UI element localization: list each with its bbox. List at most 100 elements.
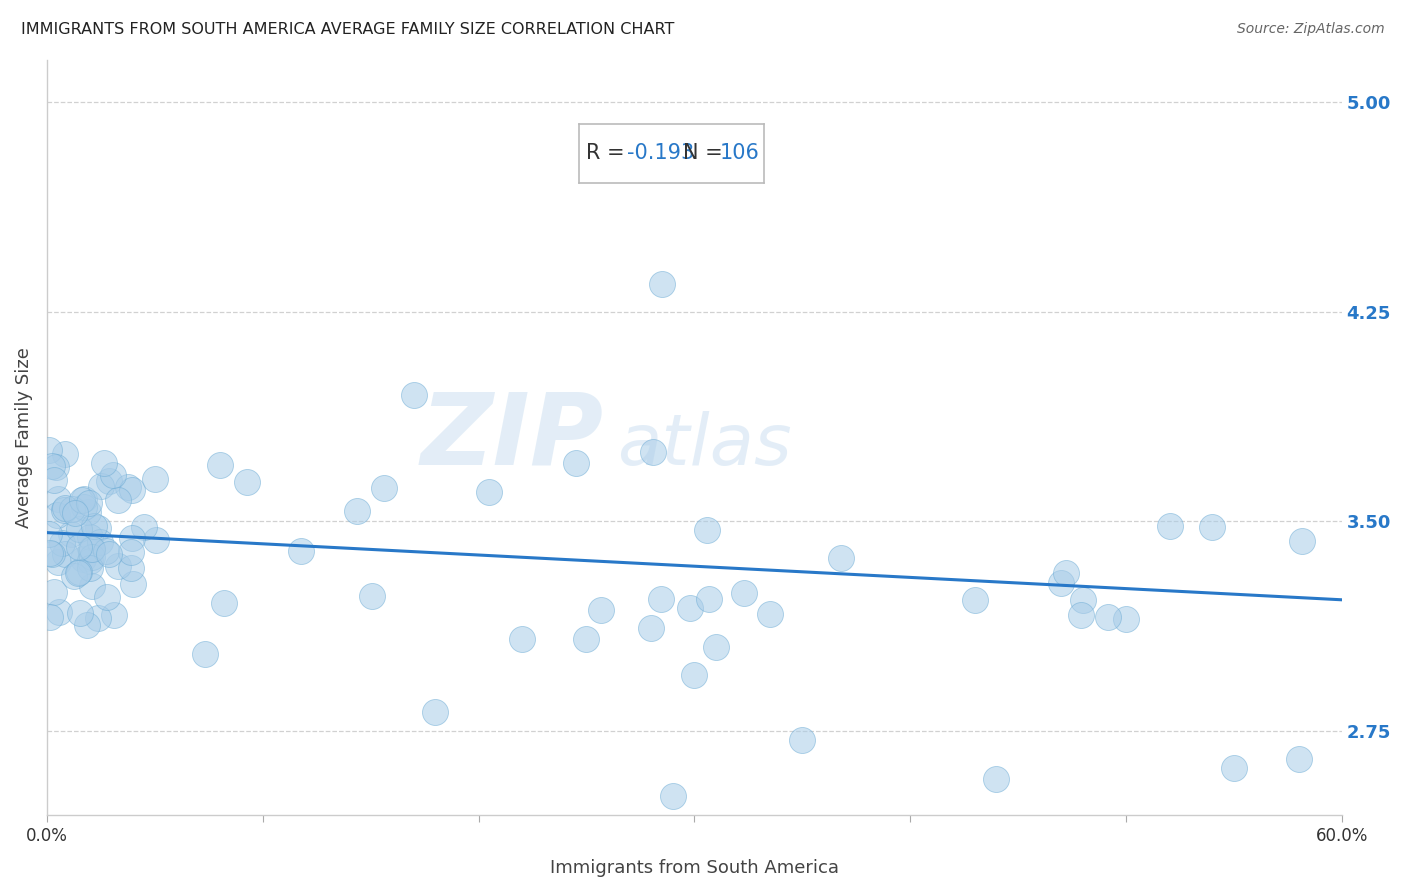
Point (53, 500, 76, 515)
Point (69, 606, 91, 620)
Point (194, 648, 217, 662)
Point (67, 566, 90, 581)
Point (792, 732, 814, 747)
Point (45, 460, 67, 475)
Point (46, 492, 69, 507)
Point (63, 568, 86, 582)
Point (1071, 592, 1094, 607)
Point (60, 501, 83, 516)
Point (145, 533, 167, 547)
Point (650, 591, 672, 606)
Point (38, 443, 60, 458)
Point (679, 601, 702, 615)
Point (70, 493, 93, 508)
Point (60, 527, 83, 541)
Point (425, 705, 447, 719)
Point (39, 545, 62, 559)
Point (97, 547, 120, 561)
Point (1050, 576, 1073, 591)
Point (121, 531, 143, 545)
Point (77, 496, 100, 510)
Point (402, 388, 425, 402)
Point (575, 632, 598, 646)
Point (830, 551, 852, 566)
Text: Source: ZipAtlas.com: Source: ZipAtlas.com (1237, 22, 1385, 37)
Point (72, 551, 94, 566)
Point (1288, 752, 1310, 766)
Point (661, 789, 683, 803)
Point (120, 545, 142, 559)
Point (98, 474, 121, 488)
Point (963, 592, 986, 607)
Point (1201, 520, 1223, 534)
Point (48, 605, 70, 619)
Point (1070, 607, 1092, 622)
Point (346, 504, 368, 518)
Point (696, 523, 718, 537)
Point (83, 518, 105, 533)
Point (117, 480, 139, 494)
Point (67, 540, 90, 554)
Point (89, 535, 111, 549)
Text: IMMIGRANTS FROM SOUTH AMERICA AVERAGE FAMILY SIZE CORRELATION CHART: IMMIGRANTS FROM SOUTH AMERICA AVERAGE FA… (21, 22, 675, 37)
Point (67, 522, 90, 536)
Point (132, 519, 155, 533)
Point (290, 544, 312, 558)
Point (733, 585, 755, 599)
Point (1291, 533, 1313, 548)
Point (641, 445, 664, 459)
Point (121, 483, 143, 498)
Point (121, 560, 143, 574)
Point (107, 559, 129, 574)
Text: -0.193: -0.193 (627, 144, 695, 163)
Point (143, 472, 166, 486)
Point (96, 591, 118, 605)
Point (565, 456, 588, 470)
Point (361, 589, 384, 603)
Y-axis label: Average Family Size: Average Family Size (15, 347, 32, 528)
Point (67, 566, 90, 580)
Point (1159, 518, 1181, 533)
Point (87, 520, 110, 534)
Point (208, 458, 231, 473)
Point (103, 608, 125, 623)
Point (1223, 761, 1246, 775)
Point (699, 591, 721, 606)
Point (53, 447, 76, 461)
Text: 106: 106 (720, 144, 759, 163)
Point (640, 621, 662, 635)
Point (90, 478, 112, 492)
Point (1115, 612, 1137, 626)
Point (651, 277, 673, 291)
Point (1097, 609, 1119, 624)
Point (236, 475, 259, 489)
Point (77, 505, 100, 519)
Point (93, 456, 115, 470)
Point (1054, 566, 1077, 580)
X-axis label: Immigrants from South America: Immigrants from South America (550, 859, 839, 877)
Point (759, 607, 782, 621)
Point (683, 668, 706, 682)
Point (82, 550, 104, 565)
Point (704, 640, 727, 655)
Point (76, 618, 98, 632)
Point (986, 772, 1008, 786)
Point (214, 596, 236, 610)
Point (45, 508, 67, 523)
Text: N =: N = (683, 144, 730, 163)
Point (39, 610, 62, 624)
Point (51, 536, 73, 550)
Point (478, 484, 501, 499)
Point (44, 584, 66, 599)
Point (79, 561, 101, 575)
Point (53, 547, 76, 561)
Point (80, 541, 103, 556)
Point (82, 579, 104, 593)
Point (82, 541, 104, 556)
Point (46, 555, 69, 569)
Point (63, 506, 86, 520)
Point (79, 554, 101, 568)
Point (38, 526, 60, 541)
Point (41, 547, 63, 561)
Point (41, 459, 63, 474)
